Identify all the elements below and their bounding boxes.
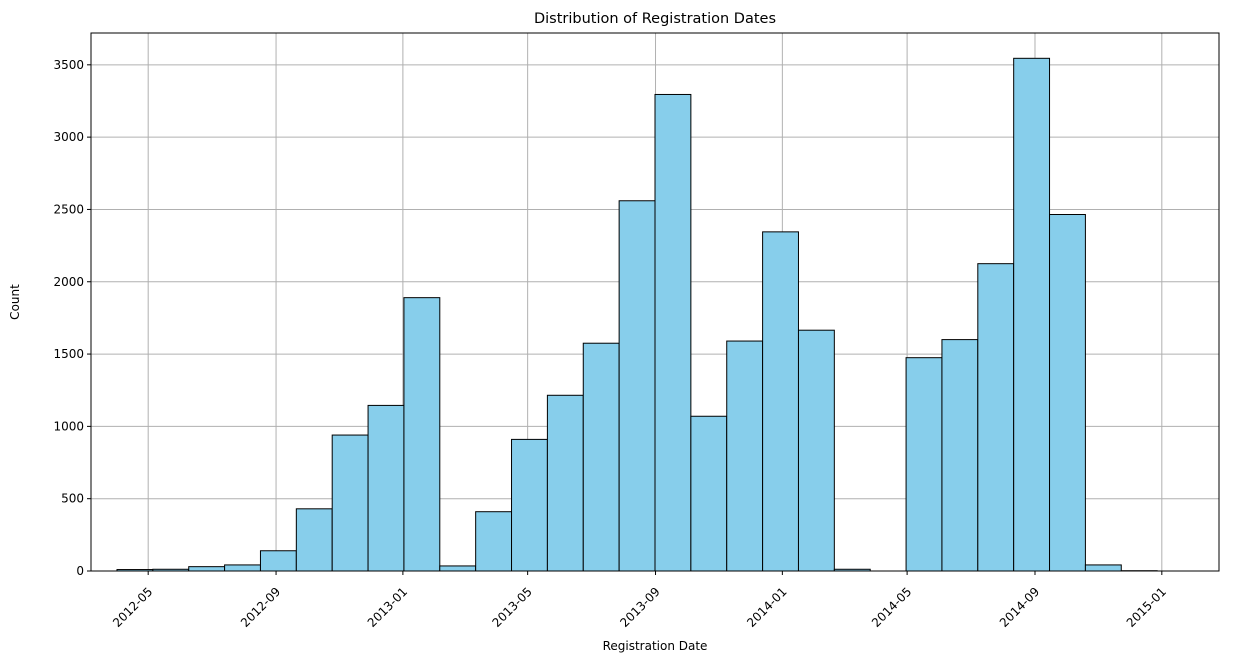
histogram-bar: [618, 200, 656, 572]
plot-frame: [90, 32, 1220, 572]
histogram-bar: [188, 566, 226, 572]
histogram-bar: [654, 93, 692, 572]
histogram-bar: [1084, 564, 1122, 572]
histogram-bar: [403, 297, 441, 572]
histogram-bar: [905, 357, 943, 572]
y-tick-label: 500: [61, 492, 84, 506]
histogram-bar: [690, 415, 728, 572]
histogram-bar: [1013, 57, 1051, 572]
histogram-bar: [582, 342, 620, 572]
y-tick-label: 0: [76, 564, 84, 578]
histogram-bar: [941, 339, 979, 572]
x-axis-label: Registration Date: [603, 639, 708, 653]
histogram-bar: [295, 508, 333, 572]
y-tick-label: 3000: [53, 130, 84, 144]
histogram-bar: [511, 438, 548, 572]
histogram-bar: [726, 340, 764, 572]
histogram-bar: [1049, 214, 1086, 572]
histogram-bar: [977, 263, 1015, 572]
chart-title: Distribution of Registration Dates: [534, 11, 776, 27]
histogram-bar: [546, 394, 584, 572]
y-tick-label: 2000: [53, 275, 84, 289]
histogram-bar: [797, 329, 835, 572]
histogram-bar: [331, 434, 369, 572]
y-tick-label: 1500: [53, 347, 84, 361]
y-tick-label: 1000: [53, 419, 84, 433]
y-tick-label: 2500: [53, 202, 84, 216]
histogram-bar: [259, 550, 297, 572]
y-axis-label: Count: [8, 284, 22, 320]
histogram-bar: [367, 404, 405, 572]
y-tick-label: 3500: [53, 58, 84, 72]
histogram-bar: [475, 511, 513, 572]
histogram-bar: [224, 564, 261, 572]
histogram-bar: [762, 231, 799, 572]
histogram-bar: [439, 565, 477, 572]
